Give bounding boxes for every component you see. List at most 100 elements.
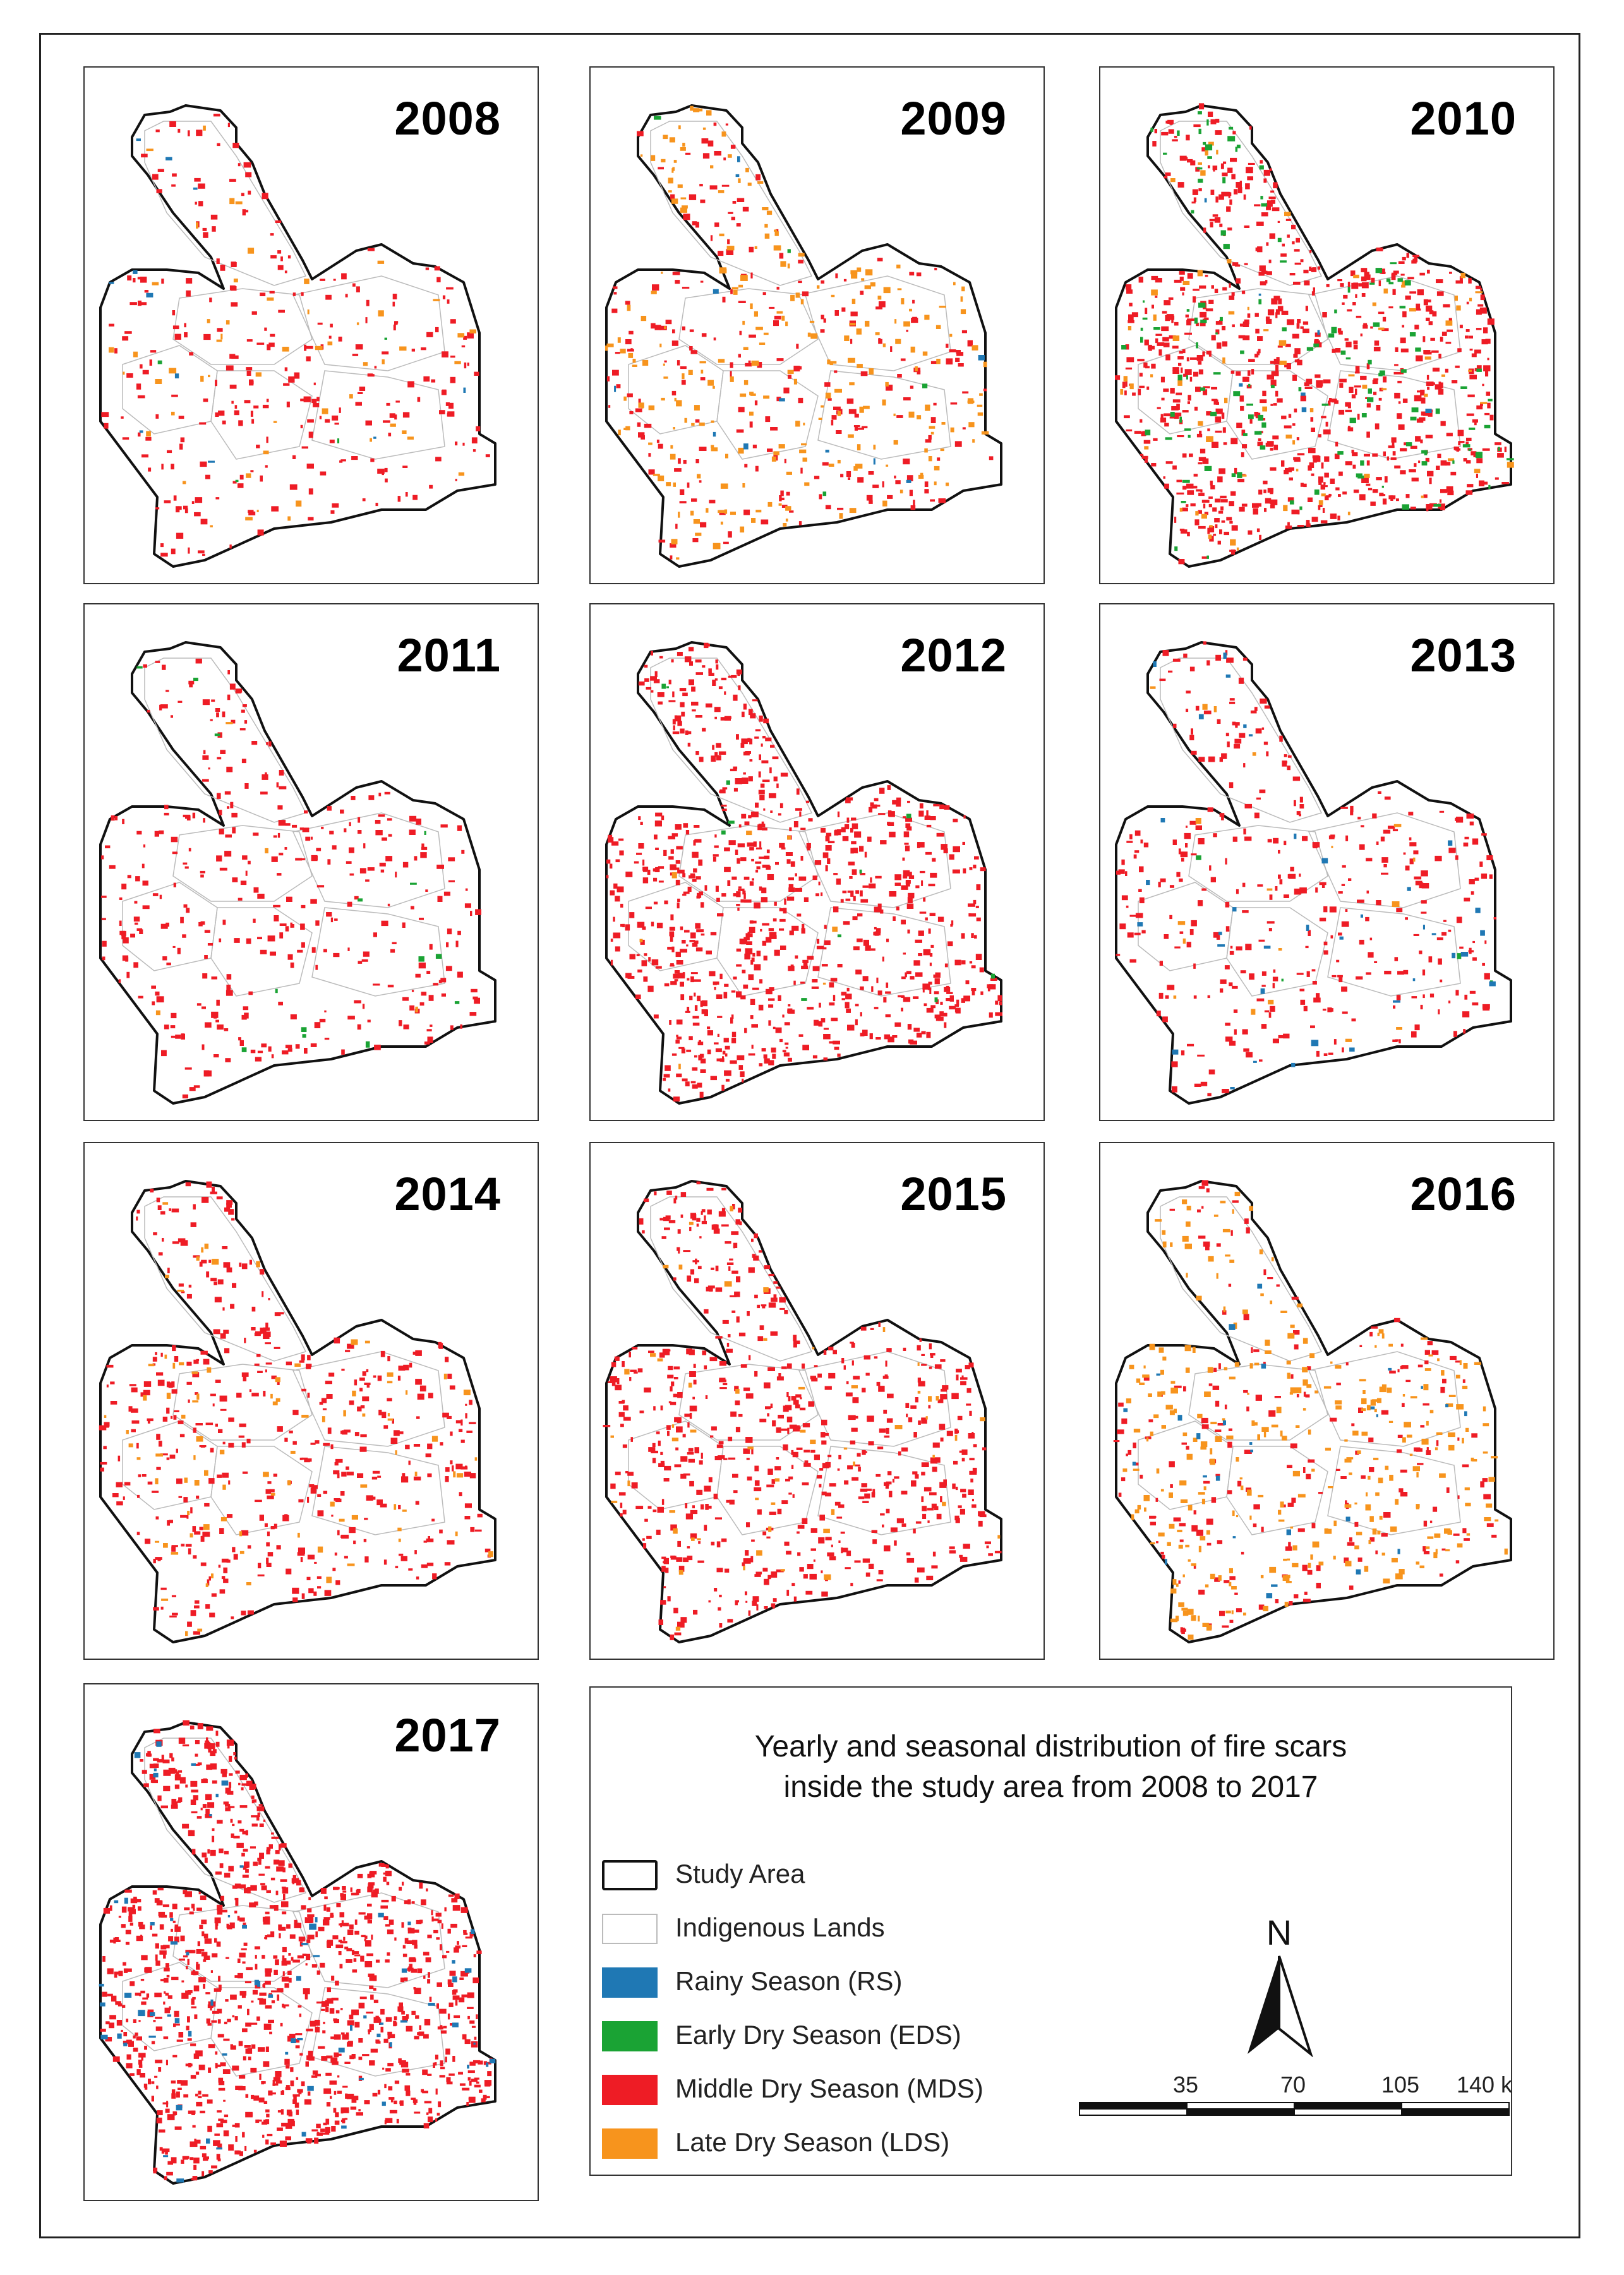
lds-fire-scar <box>743 347 749 350</box>
mds-fire-scar <box>1366 403 1371 408</box>
lds-fire-scar <box>1480 402 1488 404</box>
mds-fire-scar <box>1437 453 1441 459</box>
mds-fire-scar <box>1266 242 1269 246</box>
mds-fire-scar <box>433 983 438 986</box>
mds-fire-scar <box>966 1403 971 1406</box>
mds-fire-scar <box>798 876 807 881</box>
mds-fire-scar <box>935 972 941 976</box>
mds-fire-scar <box>1416 308 1421 311</box>
mds-fire-scar <box>415 973 421 978</box>
mds-fire-scar <box>201 1006 206 1009</box>
mds-fire-scar <box>638 816 641 820</box>
lds-fire-scar <box>347 1563 355 1566</box>
mds-fire-scar <box>954 441 962 447</box>
mds-fire-scar <box>1476 328 1482 330</box>
mds-fire-scar <box>171 394 178 397</box>
mds-fire-scar <box>119 920 122 926</box>
mds-fire-scar <box>216 712 219 717</box>
mds-fire-scar <box>663 1216 670 1222</box>
lds-fire-scar <box>663 1264 669 1269</box>
mds-fire-scar <box>1360 375 1367 380</box>
mds-fire-scar <box>1349 1537 1352 1542</box>
mds-fire-scar <box>1333 1039 1337 1045</box>
lds-fire-scar <box>109 347 114 353</box>
mds-fire-scar <box>928 884 935 887</box>
mds-fire-scar <box>769 1511 776 1515</box>
mds-fire-scar <box>440 824 448 828</box>
mds-fire-scar <box>469 1422 476 1424</box>
mds-fire-scar <box>661 815 665 820</box>
mds-fire-scar <box>695 923 701 929</box>
mds-fire-scar <box>800 1407 806 1410</box>
mds-fire-scar <box>1260 281 1266 285</box>
mds-fire-scar <box>1458 441 1465 443</box>
mds-fire-scar <box>1207 527 1210 534</box>
mds-fire-scar <box>277 873 282 876</box>
mds-fire-scar <box>262 1291 264 1297</box>
rs-fire-scar <box>1172 1049 1179 1055</box>
mds-fire-scar <box>122 955 129 961</box>
mds-fire-scar <box>742 777 749 784</box>
mds-fire-scar <box>1220 506 1224 511</box>
mds-fire-scar <box>673 1607 678 1614</box>
mds-fire-scar <box>868 1441 874 1446</box>
eds-fire-scar <box>1203 141 1206 145</box>
lds-fire-scar <box>610 1435 614 1438</box>
lds-fire-scar <box>751 360 759 366</box>
lds-fire-scar <box>671 1424 675 1428</box>
mds-fire-scar <box>1293 282 1301 285</box>
mds-fire-scar <box>366 299 370 306</box>
mds-fire-scar <box>363 843 366 849</box>
mds-fire-scar <box>174 1356 179 1362</box>
mds-fire-scar <box>202 227 207 231</box>
mds-fire-scar <box>697 892 702 898</box>
lds-fire-scar <box>382 359 385 364</box>
mds-fire-scar <box>1222 341 1228 347</box>
mds-fire-scar <box>191 501 195 504</box>
mds-fire-scar <box>874 1007 879 1009</box>
lds-fire-scar <box>387 1372 394 1377</box>
lds-fire-scar <box>1424 393 1428 397</box>
mds-fire-scar <box>817 1373 822 1378</box>
mds-fire-scar <box>606 875 609 879</box>
mds-fire-scar <box>918 1381 925 1387</box>
mds-fire-scar <box>232 481 237 484</box>
fire-map-2008 <box>99 104 496 568</box>
mds-fire-scar <box>694 825 700 828</box>
mds-fire-scar <box>136 1210 140 1214</box>
eds-fire-scar <box>1215 332 1218 335</box>
mds-fire-scar <box>710 235 713 241</box>
lds-fire-scar <box>804 482 810 486</box>
mds-fire-scar <box>355 344 363 350</box>
mds-fire-scar <box>840 1532 845 1534</box>
mds-fire-scar <box>917 842 925 848</box>
mds-fire-scar <box>1483 1008 1490 1011</box>
mds-fire-scar <box>1435 384 1442 390</box>
mds-fire-scar <box>714 845 719 848</box>
mds-fire-scar <box>1196 322 1199 327</box>
lds-fire-scar <box>983 361 987 368</box>
mds-fire-scar <box>801 965 809 969</box>
lds-fire-scar <box>638 402 644 408</box>
mds-fire-scar <box>277 265 284 270</box>
mds-fire-scar <box>1324 472 1329 478</box>
mds-fire-scar <box>893 916 896 921</box>
mds-fire-scar <box>1393 270 1399 274</box>
lds-fire-scar <box>453 1471 456 1478</box>
mds-fire-scar <box>1398 261 1405 264</box>
lds-fire-scar <box>697 474 701 479</box>
mds-fire-scar <box>1319 917 1326 921</box>
mds-fire-scar <box>289 1431 293 1434</box>
mds-fire-scar <box>1409 291 1417 294</box>
mds-fire-scar <box>1271 371 1279 376</box>
mds-fire-scar <box>775 1027 782 1033</box>
mds-fire-scar <box>334 1462 339 1466</box>
mds-fire-scar <box>462 442 465 446</box>
mds-fire-scar <box>1414 395 1422 402</box>
mds-fire-scar <box>1359 494 1366 501</box>
mds-fire-scar <box>1284 894 1289 898</box>
mds-fire-scar <box>219 938 222 942</box>
mds-fire-scar <box>171 836 178 843</box>
mds-fire-scar <box>936 832 944 837</box>
mds-fire-scar <box>358 961 363 964</box>
